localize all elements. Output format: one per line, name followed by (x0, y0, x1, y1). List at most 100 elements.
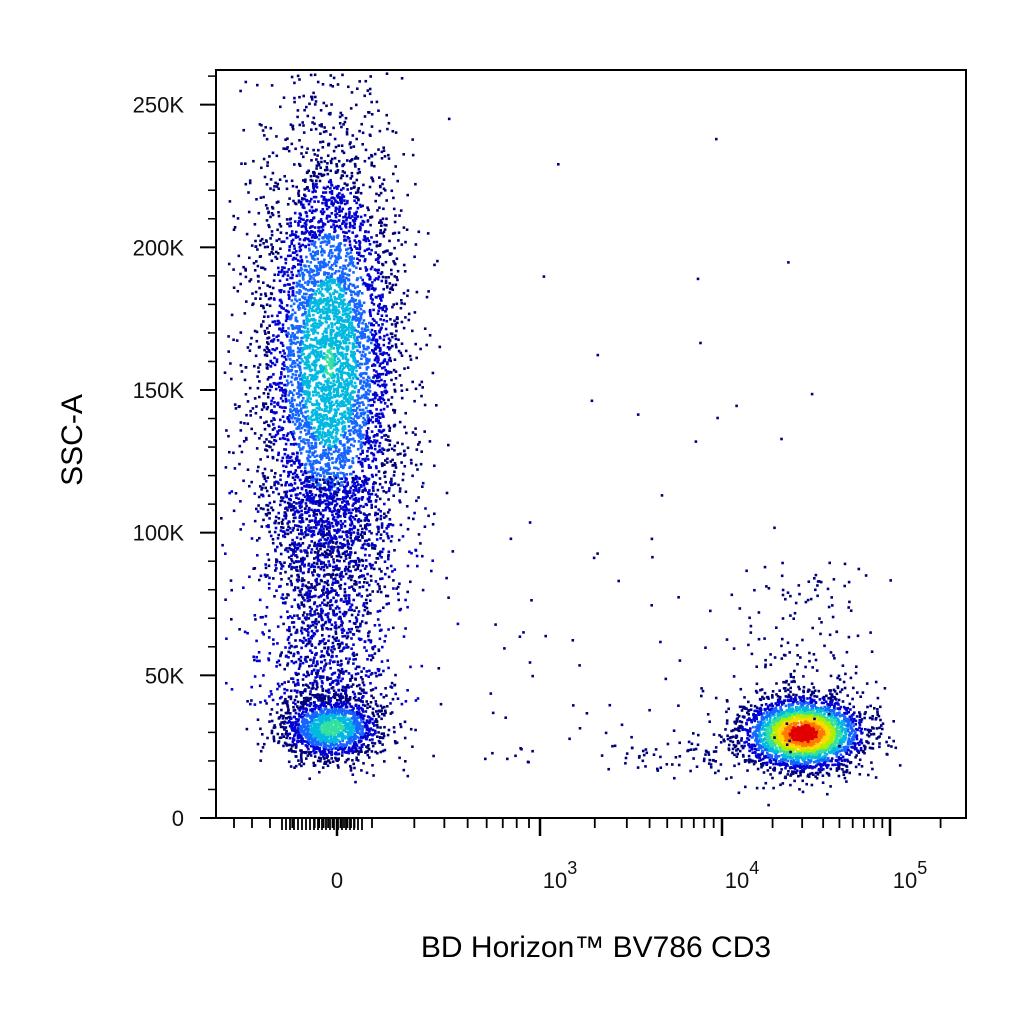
data-point (376, 372, 380, 376)
data-point (396, 441, 399, 445)
data-point (276, 403, 280, 407)
data-point (269, 384, 272, 388)
data-point (383, 434, 386, 437)
data-point (329, 133, 332, 136)
data-point (334, 435, 338, 438)
data-point (358, 203, 362, 207)
data-point (376, 277, 380, 281)
data-point (228, 450, 231, 454)
data-point (262, 281, 265, 284)
data-point (269, 215, 272, 219)
data-point (289, 531, 293, 534)
data-point (299, 343, 302, 347)
data-point (329, 392, 333, 395)
data-point (302, 481, 306, 484)
data-point (253, 223, 257, 226)
data-point (317, 226, 321, 229)
data-point (345, 484, 348, 488)
data-point (283, 394, 287, 398)
data-point (345, 507, 348, 510)
data-point (343, 411, 346, 414)
data-point (348, 368, 351, 371)
data-point (306, 147, 309, 150)
data-point (393, 319, 396, 323)
data-point (382, 287, 385, 291)
data-point (261, 472, 265, 475)
data-point (341, 378, 344, 381)
data-point (258, 536, 261, 540)
data-point (335, 369, 338, 372)
data-point (326, 356, 329, 359)
data-point (224, 598, 227, 601)
data-point (394, 131, 398, 134)
data-point (335, 246, 338, 249)
data-point (328, 357, 332, 360)
data-point (345, 248, 348, 251)
data-point (378, 448, 382, 452)
data-point (318, 315, 322, 319)
data-point (334, 213, 337, 217)
data-point (289, 346, 292, 349)
data-point (361, 401, 364, 404)
data-point (358, 586, 362, 589)
data-point (384, 459, 387, 462)
data-point (364, 238, 367, 241)
data-point (332, 428, 336, 431)
data-point (393, 411, 396, 414)
data-point (319, 397, 323, 401)
data-point (310, 338, 313, 341)
data-point (344, 259, 348, 262)
data-point (341, 466, 345, 470)
data-point (310, 442, 313, 445)
data-point (307, 381, 310, 384)
data-point (352, 271, 355, 274)
data-point (362, 433, 365, 437)
data-point (317, 408, 321, 411)
data-point (290, 350, 293, 354)
data-point (356, 215, 359, 218)
data-point (271, 171, 275, 175)
data-point (359, 267, 362, 270)
data-point (406, 446, 410, 450)
data-point (370, 451, 373, 455)
data-point (320, 316, 323, 320)
data-point (346, 364, 350, 368)
data-point (304, 400, 308, 403)
data-point (369, 267, 373, 271)
data-point (296, 574, 299, 577)
data-point (389, 460, 393, 463)
data-point (334, 206, 338, 210)
data-point (338, 224, 342, 228)
data-point (292, 526, 295, 530)
data-point (321, 300, 325, 304)
data-point (382, 489, 385, 493)
data-point (283, 270, 286, 274)
data-point (344, 320, 347, 323)
data-point (280, 386, 283, 390)
data-point (381, 295, 384, 299)
data-point (378, 302, 381, 306)
data-point (378, 184, 382, 188)
data-point (371, 486, 375, 490)
data-point (296, 74, 300, 78)
data-point (332, 336, 335, 340)
data-point (384, 368, 387, 372)
data-point (382, 207, 385, 211)
data-point (259, 458, 262, 461)
data-point (327, 468, 330, 472)
data-point (378, 445, 381, 448)
data-point (400, 461, 403, 464)
data-point (352, 257, 356, 260)
data-point (255, 507, 258, 511)
data-point (423, 403, 427, 407)
data-point (291, 362, 294, 366)
data-point (274, 433, 278, 437)
data-point (308, 367, 311, 371)
data-point (364, 353, 367, 356)
data-point (332, 238, 335, 241)
data-point (312, 332, 315, 335)
data-point (337, 295, 341, 298)
data-point (327, 234, 330, 238)
data-point (380, 570, 383, 573)
data-point (258, 286, 261, 290)
